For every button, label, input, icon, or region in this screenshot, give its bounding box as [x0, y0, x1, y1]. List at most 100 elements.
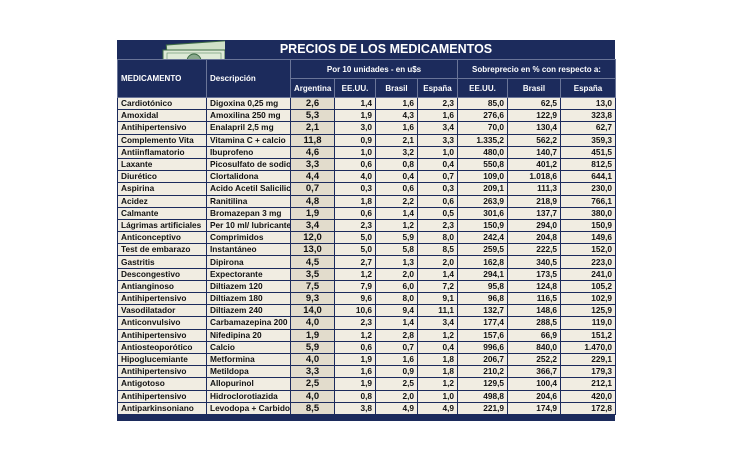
- value-cell: 140,7: [507, 145, 561, 159]
- value-cell: 2,1: [290, 121, 335, 135]
- header-cell: EE.UU.: [457, 78, 508, 98]
- text-cell: Bromazepan 3 mg: [206, 206, 291, 220]
- value-cell: 1,0: [417, 389, 458, 403]
- text-cell: Dipirona: [206, 255, 291, 269]
- table-row: Acidez Ranitilina 4,8 1,8 2,2 0,6 263,9 218,9 76…: [117, 194, 616, 208]
- value-cell: 12,0: [290, 231, 335, 245]
- value-cell: 840,0: [507, 340, 561, 354]
- value-cell: 9,3: [290, 291, 335, 306]
- table-row: Test de embarazo Instantáneo 13,0 5,0 5,8 8,5…: [117, 243, 616, 257]
- text-cell: Antihipertensivo: [117, 328, 207, 342]
- value-cell: 100,4: [507, 377, 561, 391]
- value-cell: 4,8: [290, 194, 335, 208]
- value-cell: 2,1: [375, 133, 418, 147]
- value-cell: 1,2: [417, 377, 458, 391]
- value-cell: 105,2: [560, 279, 616, 294]
- value-cell: 5,8: [375, 243, 418, 257]
- value-cell: 66,9: [507, 328, 561, 342]
- value-cell: 2,2: [375, 194, 418, 208]
- text-cell: Antihipertensivo: [117, 365, 207, 379]
- table-row: Diurético Clortalidona 4,4 4,0 0,4 0,7 109,0 1.…: [117, 170, 616, 184]
- value-cell: 85,0: [457, 96, 508, 111]
- value-cell: 4,4: [290, 170, 335, 184]
- table-row: Laxante Picosulfato de sodio 3,3 0,6 0,8 0,4 5…: [117, 157, 616, 172]
- value-cell: 223,0: [560, 255, 616, 269]
- value-cell: 1.018,6: [507, 170, 561, 184]
- value-cell: 1,6: [417, 109, 458, 123]
- table-row: Antihipertensivo Hidroclorotiazida 4,0 0,8 2…: [117, 389, 616, 403]
- value-cell: 9,1: [417, 291, 458, 306]
- table-row: Anticonceptivo Comprimidos 12,0 5,0 5,9 8,0 24…: [117, 231, 616, 245]
- text-cell: Antihipertensivo: [117, 291, 207, 306]
- text-cell: Metformina: [206, 352, 291, 367]
- text-cell: Hidroclorotiazida: [206, 389, 291, 403]
- value-cell: 5,0: [334, 231, 376, 245]
- value-cell: 8,0: [417, 231, 458, 245]
- value-cell: 137,7: [507, 206, 561, 220]
- value-cell: 0,7: [417, 170, 458, 184]
- value-cell: 3,3: [417, 133, 458, 147]
- value-cell: 0,6: [334, 206, 376, 220]
- value-cell: 0,3: [417, 182, 458, 196]
- value-cell: 4,5: [290, 255, 335, 269]
- value-cell: 9,4: [375, 304, 418, 318]
- text-cell: Levodopa + Carbidopa: [206, 401, 291, 415]
- value-cell: 7,9: [334, 279, 376, 294]
- text-cell: Expectorante: [206, 267, 291, 281]
- table-row: Antiinflamatorio Ibuprofeno 4,6 1,0 3,2 1,0 48…: [117, 145, 616, 159]
- value-cell: 0,6: [334, 157, 376, 172]
- text-cell: Acidez: [117, 194, 207, 208]
- value-cell: 1,4: [375, 206, 418, 220]
- value-cell: 0,3: [334, 182, 376, 196]
- value-cell: 401,2: [507, 157, 561, 172]
- value-cell: 1.470,0: [560, 340, 616, 354]
- value-cell: 2,0: [375, 389, 418, 403]
- header-cell: España: [560, 78, 616, 98]
- text-cell: Complemento Vita: [117, 133, 207, 147]
- value-cell: 4,0: [290, 352, 335, 367]
- value-cell: 1,4: [417, 267, 458, 281]
- value-cell: 218,9: [507, 194, 561, 208]
- value-cell: 109,0: [457, 170, 508, 184]
- title: PRECIOS DE LOS MEDICAMENTOS: [279, 42, 493, 56]
- text-cell: Per 10 ml/ lubricante: [206, 218, 291, 233]
- text-cell: Laxante: [117, 157, 207, 172]
- text-cell: Test de embarazo: [117, 243, 207, 257]
- value-cell: 132,7: [457, 304, 508, 318]
- value-cell: 1,9: [334, 109, 376, 123]
- value-cell: 366,7: [507, 365, 561, 379]
- text-cell: Ranitilina: [206, 194, 291, 208]
- value-cell: 150,9: [560, 218, 616, 233]
- table-row: Complemento Vita Vitamina C + calcio 11,8 0…: [117, 133, 616, 147]
- text-cell: Hipoglucemiante: [117, 352, 207, 367]
- value-cell: 7,5: [290, 279, 335, 294]
- value-cell: 451,5: [560, 145, 616, 159]
- value-cell: 0,8: [334, 389, 376, 403]
- text-cell: Antiparkinsoniano: [117, 401, 207, 415]
- text-cell: Enalapril 2,5 mg: [206, 121, 291, 135]
- text-cell: Carbamazepina 200: [206, 316, 291, 330]
- value-cell: 0,4: [417, 340, 458, 354]
- value-cell: 498,8: [457, 389, 508, 403]
- table-row: Antianginoso Diltiazem 120 7,5 7,9 6,0 7,2 95,…: [117, 279, 616, 294]
- value-cell: 3,3: [290, 365, 335, 379]
- value-cell: 130,4: [507, 121, 561, 135]
- text-cell: Acido Acetil Salicilico: [206, 182, 291, 196]
- value-cell: 1,8: [417, 365, 458, 379]
- table-row: Antihipertensivo Enalapril 2,5 mg 2,1 3,0 1,…: [117, 121, 616, 135]
- value-cell: 206,7: [457, 352, 508, 367]
- header-cell: Descripción: [206, 59, 291, 98]
- value-cell: 3,8: [334, 401, 376, 415]
- value-cell: 152,0: [560, 243, 616, 257]
- text-cell: Clortalidona: [206, 170, 291, 184]
- table-row: Antihipertensivo Metildopa 3,3 1,6 0,9 1,8 210…: [117, 365, 616, 379]
- value-cell: 13,0: [560, 96, 616, 111]
- value-cell: 129,5: [457, 377, 508, 391]
- value-cell: 8,0: [375, 291, 418, 306]
- text-cell: Instantáneo: [206, 243, 291, 257]
- text-cell: Amoxidal: [117, 109, 207, 123]
- table-row: Gastritis Dipirona 4,5 2,7 1,3 2,0 162,8 340,5 2…: [117, 255, 616, 269]
- value-cell: 204,8: [507, 231, 561, 245]
